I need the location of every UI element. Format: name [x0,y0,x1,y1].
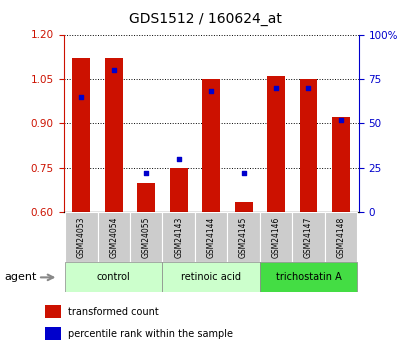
Bar [45,327,61,340]
Point [110,67,117,73]
Bar [72,58,90,212]
Bar [162,262,259,292]
Bar [324,212,356,262]
Text: GSM24055: GSM24055 [142,216,151,258]
Bar [259,262,356,292]
Text: GSM24145: GSM24145 [238,217,247,258]
Point [337,117,343,122]
Point [175,156,182,161]
Text: GSM24143: GSM24143 [174,217,183,258]
Bar [130,212,162,262]
Bar [299,79,317,212]
Text: GSM24054: GSM24054 [109,216,118,258]
Bar [169,168,187,212]
Text: GDS1512 / 160624_at: GDS1512 / 160624_at [128,12,281,26]
Bar [194,212,227,262]
Bar [137,183,155,212]
Text: GSM24147: GSM24147 [303,217,312,258]
Point [304,85,311,91]
Bar [97,212,130,262]
Bar [266,76,284,212]
Text: retinoic acid: retinoic acid [181,272,240,282]
Text: transformed count: transformed count [68,307,158,317]
Text: GSM24148: GSM24148 [336,217,344,258]
Bar [202,79,220,212]
Text: control: control [97,272,130,282]
Point [207,89,214,94]
Point [272,85,279,91]
Bar [331,117,349,212]
Text: agent: agent [4,273,36,282]
Text: GSM24144: GSM24144 [206,217,215,258]
Bar [65,212,97,262]
Bar [45,305,61,318]
Bar [234,202,252,212]
Text: GSM24146: GSM24146 [271,217,280,258]
Bar [292,212,324,262]
Point [78,94,85,99]
Text: percentile rank within the sample: percentile rank within the sample [68,329,232,339]
Bar [259,212,292,262]
Bar [105,58,122,212]
Bar [65,262,162,292]
Bar [227,212,259,262]
Text: GSM24053: GSM24053 [77,216,85,258]
Point [143,170,149,176]
Point [240,170,246,176]
Text: trichostatin A: trichostatin A [275,272,341,282]
Bar [162,212,194,262]
